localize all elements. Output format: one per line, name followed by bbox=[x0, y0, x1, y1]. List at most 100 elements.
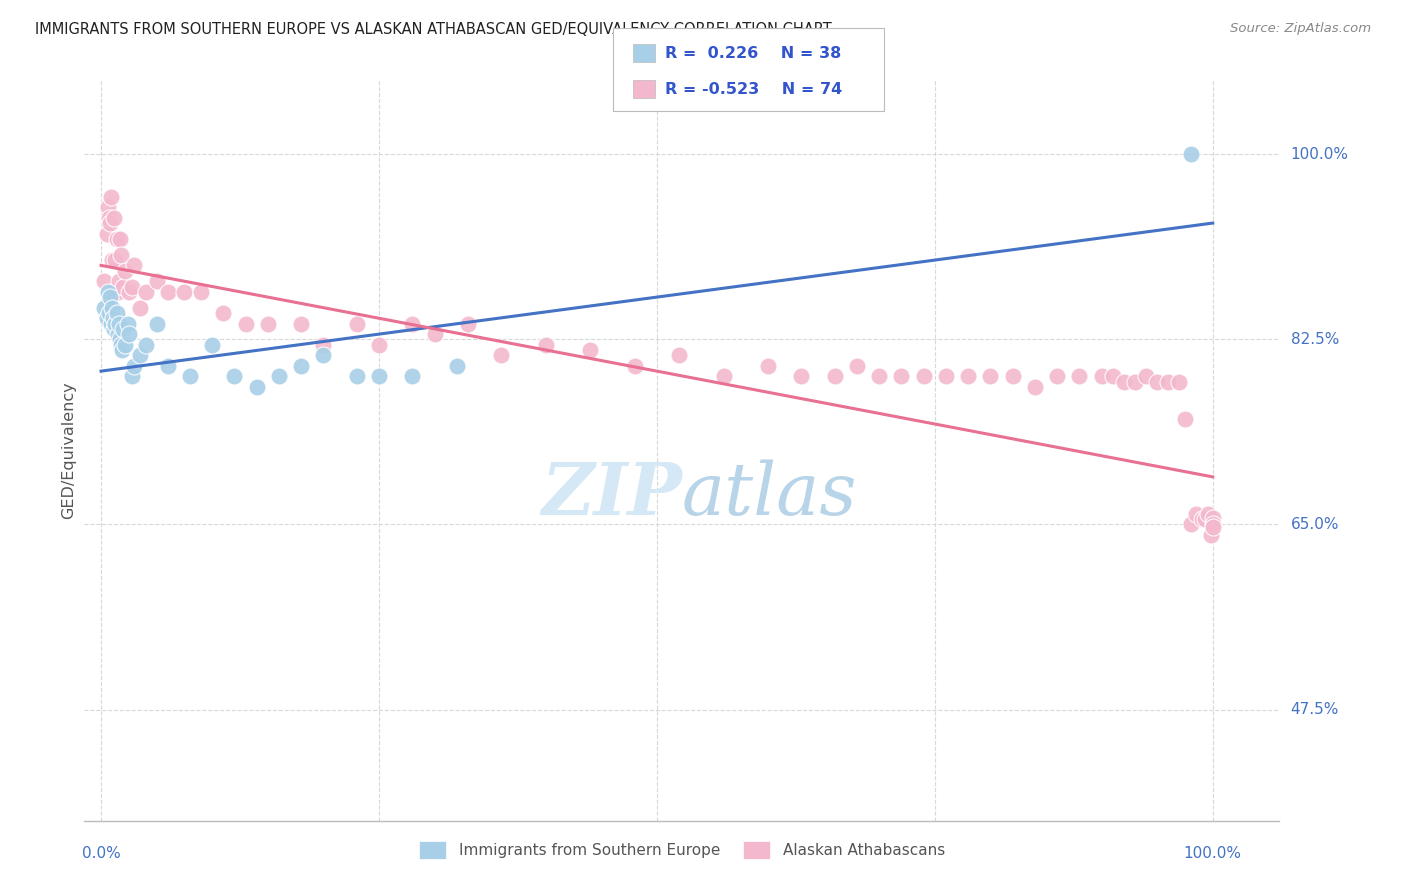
Point bbox=[101, 301, 124, 315]
Point bbox=[890, 369, 912, 384]
Text: R =  0.226    N = 38: R = 0.226 N = 38 bbox=[665, 45, 841, 61]
Point bbox=[114, 337, 136, 351]
Text: 82.5%: 82.5% bbox=[1291, 332, 1339, 347]
Point bbox=[156, 285, 179, 299]
Point bbox=[1024, 380, 1046, 394]
Point bbox=[935, 369, 957, 384]
Point bbox=[1123, 375, 1146, 389]
Point bbox=[134, 285, 156, 299]
Point bbox=[129, 348, 152, 362]
Point bbox=[846, 359, 869, 373]
Point bbox=[267, 369, 290, 384]
Point bbox=[98, 290, 121, 304]
Point bbox=[97, 211, 120, 225]
Point bbox=[118, 327, 141, 342]
Point bbox=[756, 359, 779, 373]
Point bbox=[1180, 147, 1202, 161]
Point bbox=[201, 337, 224, 351]
Point bbox=[1185, 507, 1208, 521]
Point bbox=[111, 343, 134, 357]
Point bbox=[96, 227, 118, 241]
Point bbox=[108, 232, 131, 246]
Point bbox=[212, 306, 235, 320]
Point bbox=[105, 232, 128, 246]
Text: atlas: atlas bbox=[682, 459, 858, 530]
Point bbox=[98, 216, 121, 230]
Point bbox=[368, 337, 391, 351]
Point bbox=[790, 369, 813, 384]
Point bbox=[108, 274, 131, 288]
Point bbox=[1202, 511, 1225, 525]
Point bbox=[1174, 411, 1197, 425]
Point bbox=[1168, 375, 1191, 389]
Point bbox=[979, 369, 1001, 384]
Point bbox=[1135, 369, 1157, 384]
Point bbox=[713, 369, 735, 384]
Point bbox=[824, 369, 846, 384]
Point bbox=[96, 311, 118, 326]
Point bbox=[401, 317, 423, 331]
Text: ZIP: ZIP bbox=[541, 459, 682, 531]
Point bbox=[868, 369, 890, 384]
Point bbox=[1202, 519, 1225, 533]
Text: 0.0%: 0.0% bbox=[82, 846, 121, 861]
Point bbox=[290, 317, 312, 331]
Point bbox=[1194, 512, 1216, 526]
Point bbox=[112, 279, 135, 293]
Point bbox=[145, 317, 167, 331]
Point bbox=[100, 317, 122, 331]
Point bbox=[256, 317, 278, 331]
Point bbox=[1090, 369, 1112, 384]
Point bbox=[312, 337, 335, 351]
Point bbox=[1046, 369, 1069, 384]
Text: IMMIGRANTS FROM SOUTHERN EUROPE VS ALASKAN ATHABASCAN GED/EQUIVALENCY CORRELATIO: IMMIGRANTS FROM SOUTHERN EUROPE VS ALASK… bbox=[35, 22, 832, 37]
Point bbox=[103, 211, 125, 225]
Point bbox=[179, 369, 201, 384]
Text: Source: ZipAtlas.com: Source: ZipAtlas.com bbox=[1230, 22, 1371, 36]
Point bbox=[156, 359, 179, 373]
Point bbox=[97, 306, 120, 320]
Point bbox=[118, 285, 141, 299]
Legend: Immigrants from Southern Europe, Alaskan Athabascans: Immigrants from Southern Europe, Alaskan… bbox=[413, 835, 950, 865]
Point bbox=[312, 348, 335, 362]
Point bbox=[1199, 528, 1222, 542]
Point bbox=[1001, 369, 1024, 384]
Point bbox=[1191, 512, 1213, 526]
Point bbox=[173, 285, 195, 299]
Point bbox=[1101, 369, 1123, 384]
Point bbox=[104, 253, 127, 268]
Text: 65.0%: 65.0% bbox=[1291, 517, 1339, 532]
Text: 100.0%: 100.0% bbox=[1184, 846, 1241, 861]
Point bbox=[491, 348, 513, 362]
Point bbox=[97, 200, 120, 214]
Point bbox=[1112, 375, 1135, 389]
Point bbox=[110, 248, 132, 262]
Point bbox=[104, 317, 127, 331]
Point bbox=[107, 285, 129, 299]
Point bbox=[668, 348, 690, 362]
Point bbox=[108, 332, 131, 346]
Point bbox=[346, 317, 368, 331]
Point bbox=[534, 337, 557, 351]
Point bbox=[423, 327, 446, 342]
Point bbox=[108, 317, 131, 331]
Point bbox=[1157, 375, 1180, 389]
Point bbox=[129, 301, 152, 315]
Point bbox=[1202, 517, 1225, 532]
Point bbox=[114, 263, 136, 277]
Y-axis label: GED/Equivalency: GED/Equivalency bbox=[60, 382, 76, 519]
Point bbox=[117, 317, 139, 331]
Point bbox=[121, 369, 143, 384]
Point bbox=[134, 337, 156, 351]
Point bbox=[1197, 507, 1219, 521]
Point bbox=[346, 369, 368, 384]
Point bbox=[145, 274, 167, 288]
Text: 100.0%: 100.0% bbox=[1291, 147, 1348, 161]
Point bbox=[101, 253, 124, 268]
Text: 47.5%: 47.5% bbox=[1291, 702, 1339, 717]
Point bbox=[112, 322, 135, 336]
Point bbox=[290, 359, 312, 373]
Point bbox=[446, 359, 468, 373]
Point bbox=[100, 189, 122, 203]
Point bbox=[579, 343, 602, 357]
